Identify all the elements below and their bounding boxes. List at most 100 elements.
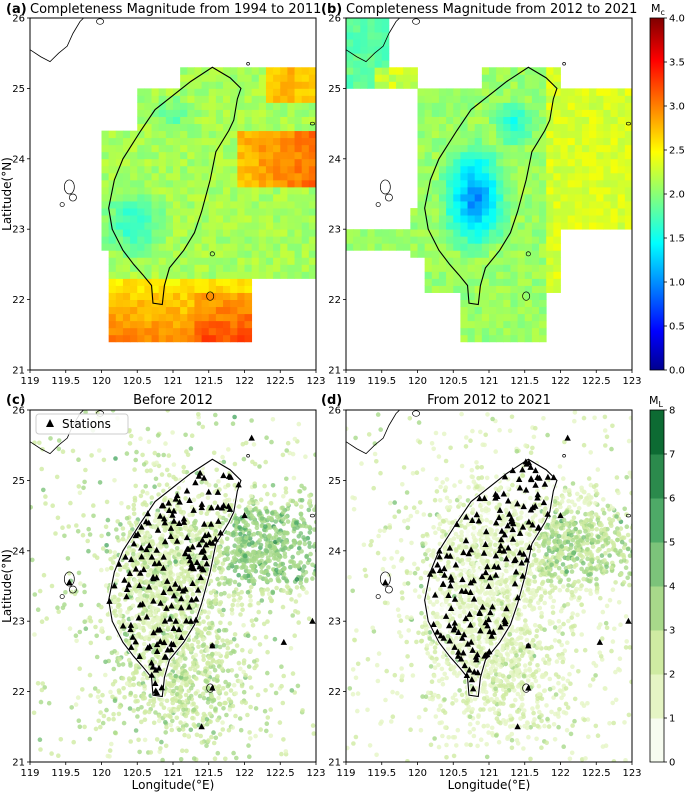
event-dot bbox=[191, 756, 197, 761]
mc-cell bbox=[158, 109, 167, 117]
event-dot bbox=[201, 619, 206, 624]
mc-cell bbox=[265, 116, 274, 124]
event-dot bbox=[267, 543, 273, 549]
mc-cell bbox=[617, 102, 626, 110]
event-dot bbox=[325, 559, 330, 564]
event-dot bbox=[31, 710, 37, 716]
mc-cell bbox=[215, 271, 224, 279]
station-marker bbox=[193, 595, 200, 602]
station-marker bbox=[156, 512, 164, 519]
mc-cell bbox=[424, 130, 433, 139]
mc-cell bbox=[503, 285, 511, 293]
mc-cell bbox=[524, 81, 533, 89]
event-dot bbox=[273, 519, 279, 524]
mc-cell bbox=[560, 95, 569, 103]
event-dot bbox=[55, 515, 61, 521]
mc-cell bbox=[460, 271, 468, 279]
event-dot bbox=[246, 578, 252, 584]
mc-cell bbox=[489, 313, 497, 322]
event-dot bbox=[213, 597, 219, 603]
event-dot bbox=[210, 525, 215, 531]
event-dot bbox=[200, 424, 206, 430]
event-dot bbox=[106, 716, 112, 722]
event-dot bbox=[211, 588, 217, 594]
mc-cell bbox=[244, 109, 253, 117]
mc-cell bbox=[208, 299, 217, 308]
mc-cell bbox=[624, 88, 632, 96]
event-dot bbox=[199, 585, 204, 590]
mc-cell bbox=[280, 172, 288, 181]
event-dot bbox=[164, 467, 170, 473]
mc-cell bbox=[481, 236, 490, 244]
mc-cell bbox=[273, 116, 281, 124]
station-marker bbox=[188, 596, 195, 603]
mc-cell bbox=[431, 222, 440, 230]
mc-cell bbox=[489, 327, 497, 336]
mc-cell bbox=[194, 95, 202, 103]
event-dot bbox=[231, 593, 236, 598]
event-dot bbox=[153, 771, 158, 776]
mc-cell bbox=[173, 165, 181, 174]
event-dot bbox=[279, 547, 284, 552]
event-dot bbox=[174, 545, 180, 551]
mc-cell bbox=[510, 194, 518, 202]
mc-cell bbox=[453, 88, 461, 96]
station-marker bbox=[207, 520, 215, 527]
mc-cell bbox=[137, 334, 145, 343]
mc-cell bbox=[596, 102, 604, 110]
mc-cell bbox=[503, 123, 511, 132]
mc-cell bbox=[467, 130, 476, 139]
mc-cell bbox=[460, 257, 468, 265]
event-dot bbox=[160, 670, 165, 676]
mc-cell bbox=[230, 123, 238, 132]
mc-cell bbox=[446, 194, 454, 202]
event-dot bbox=[225, 651, 230, 656]
mc-cell bbox=[489, 151, 497, 160]
station-marker bbox=[187, 617, 195, 624]
event-dot bbox=[118, 522, 123, 527]
mc-cell bbox=[294, 109, 303, 117]
event-dot bbox=[142, 593, 147, 598]
mc-cell bbox=[251, 144, 260, 153]
mc-cell bbox=[237, 264, 245, 272]
mc-cell bbox=[194, 102, 202, 110]
event-dot bbox=[118, 613, 123, 619]
event-dot bbox=[41, 487, 46, 493]
mc-cell bbox=[258, 172, 267, 181]
event-dot bbox=[226, 682, 232, 687]
mc-cell bbox=[589, 165, 597, 174]
mc-cell bbox=[467, 172, 476, 181]
mc-cell bbox=[137, 158, 145, 167]
mc-cell bbox=[467, 271, 476, 279]
mc-cell bbox=[265, 137, 274, 146]
station-marker bbox=[209, 684, 216, 691]
event-dot bbox=[316, 522, 321, 527]
event-dot bbox=[234, 673, 239, 679]
station-marker bbox=[150, 597, 157, 604]
mc-cell bbox=[503, 257, 511, 265]
event-dot bbox=[269, 439, 274, 445]
mc-cell bbox=[180, 292, 188, 300]
mc-cell bbox=[173, 208, 181, 216]
mc-cell bbox=[574, 144, 583, 153]
event-dot bbox=[326, 520, 331, 525]
mc-cell bbox=[581, 158, 590, 167]
event-dot bbox=[191, 497, 197, 503]
event-dot bbox=[32, 632, 37, 637]
mc-cell bbox=[417, 179, 426, 188]
event-dot bbox=[279, 664, 284, 669]
mc-cell bbox=[467, 320, 476, 329]
event-dot bbox=[262, 533, 267, 538]
mc-cell bbox=[301, 67, 310, 75]
mc-cell bbox=[381, 229, 390, 237]
event-dot bbox=[310, 723, 316, 728]
mc-cell bbox=[194, 208, 202, 216]
mc-cell bbox=[187, 313, 195, 322]
event-dot bbox=[240, 441, 246, 447]
mc-cell bbox=[151, 137, 160, 146]
mc-cell bbox=[108, 264, 117, 272]
event-dot bbox=[238, 595, 243, 601]
mc-cell bbox=[201, 201, 210, 209]
mc-cell bbox=[460, 194, 468, 202]
station-marker bbox=[212, 535, 219, 542]
